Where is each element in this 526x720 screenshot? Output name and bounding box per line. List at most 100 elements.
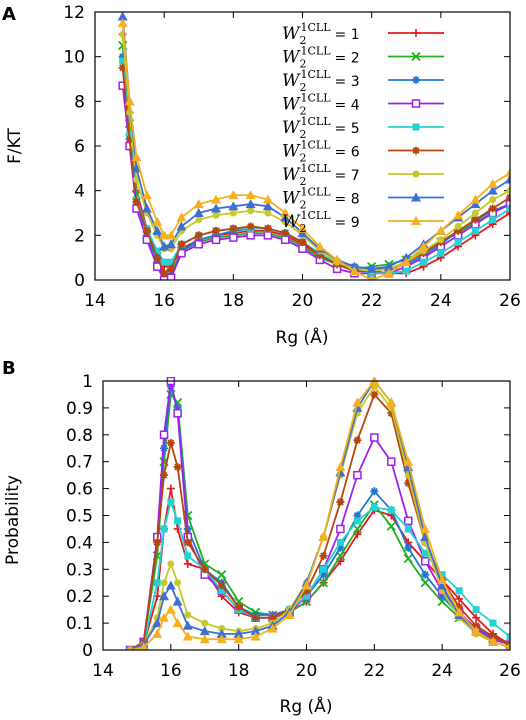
- series-4-point: [229, 233, 238, 242]
- series-5-point: [167, 498, 175, 506]
- series-6-point: [488, 204, 497, 213]
- series-9-point: [193, 199, 204, 209]
- series-5-point: [153, 247, 161, 255]
- series-3-point: [421, 570, 430, 579]
- series-1-point: [455, 594, 464, 603]
- series-7-point: [218, 624, 226, 632]
- series-5-point: [489, 216, 497, 224]
- series-8-point: [159, 591, 170, 601]
- series-5-point: [489, 619, 497, 627]
- series-8-point: [250, 626, 261, 636]
- y-tick-label: 2: [74, 226, 85, 246]
- series-9-point: [131, 152, 142, 162]
- series-6-point: [177, 240, 186, 249]
- y-tick-label: 0.6: [66, 480, 93, 500]
- series-9-point: [401, 257, 412, 267]
- series-8-point: [166, 239, 177, 249]
- series-9-point: [487, 178, 498, 188]
- series-9-point: [349, 266, 360, 276]
- series-6-point: [212, 226, 221, 235]
- series-6-point: [455, 602, 464, 611]
- x-tick-label: 18: [228, 661, 250, 681]
- series-8-point: [131, 163, 142, 173]
- x-tick-label: 14: [92, 661, 114, 681]
- series-4-point: [404, 516, 413, 526]
- legend-label: W21CLL = 3: [282, 68, 360, 94]
- series-4-point: [370, 433, 379, 442]
- series-9-point: [454, 607, 465, 617]
- series-8-point: [383, 261, 394, 271]
- series-7-point: [167, 560, 175, 568]
- series-5-point: [454, 238, 462, 246]
- series-5-point: [387, 506, 395, 514]
- series-9-point: [368, 275, 375, 280]
- series-6-point: [302, 586, 311, 595]
- series-2-point: [217, 570, 227, 580]
- legend-marker: [411, 216, 421, 225]
- series-3-point: [212, 231, 221, 240]
- y-tick-label: 0.2: [66, 587, 93, 607]
- series-2-point: [403, 553, 413, 564]
- series-9-point: [505, 167, 510, 177]
- y-tick-label: 4: [74, 182, 85, 202]
- y-tick-label: 0.4: [66, 533, 93, 553]
- y-tick-label: 0.7: [66, 453, 93, 473]
- series-2-point: [318, 578, 329, 588]
- x-tick-label: 22: [361, 291, 383, 311]
- x-tick-label: 16: [153, 291, 175, 311]
- series-9-point: [314, 241, 325, 251]
- series-7-point: [489, 196, 497, 204]
- series-4-point: [336, 524, 345, 534]
- series-6-point: [454, 226, 463, 235]
- series-6: [118, 63, 510, 278]
- series-8-point: [262, 201, 273, 211]
- legend-label: W21CLL = 5: [282, 115, 360, 141]
- series-4-point: [159, 430, 169, 440]
- series-6-point: [167, 264, 176, 273]
- series-2-point: [420, 578, 430, 588]
- series-5-point: [174, 517, 182, 525]
- series-8-point: [117, 11, 128, 21]
- series-5-point: [506, 633, 510, 641]
- series-7-point: [229, 209, 237, 217]
- series-9-point: [318, 532, 329, 542]
- series-8-point: [216, 628, 227, 638]
- series-9-point: [176, 212, 187, 222]
- series-7-point: [264, 209, 272, 217]
- series-5-point: [153, 579, 161, 587]
- series-6-point: [471, 215, 480, 224]
- series-2-point: [386, 521, 396, 531]
- series-6-point: [160, 471, 169, 480]
- panel-b-xlabel: Rg (Å): [280, 695, 333, 717]
- series-3-point: [404, 543, 413, 552]
- series-9-point: [124, 96, 135, 106]
- series-9-point: [159, 612, 170, 622]
- series-5-point: [404, 525, 412, 533]
- series-5-point: [184, 552, 192, 560]
- x-tick-label: 26: [499, 661, 521, 681]
- series-5-point: [119, 57, 127, 65]
- x-tick-label: 22: [364, 661, 386, 681]
- legend-label: W21CLL = 7: [282, 162, 360, 188]
- y-tick-label: 0: [82, 641, 93, 661]
- y-tick-label: 0.5: [66, 507, 93, 527]
- legend-label: W21CLL = 9: [282, 209, 360, 235]
- series-9: [117, 18, 510, 280]
- series-9-point: [127, 645, 133, 650]
- series-3-point: [194, 235, 203, 244]
- series-6-point: [353, 436, 362, 445]
- legend-label: W21CLL = 1: [282, 21, 360, 47]
- series-9-point: [233, 634, 244, 644]
- series-8-point: [152, 618, 163, 628]
- series-6-point: [173, 463, 182, 472]
- series-9-point: [280, 208, 291, 217]
- series-3-point: [353, 511, 362, 520]
- y-tick-label: 1: [82, 372, 93, 392]
- series-8-point: [487, 185, 498, 195]
- series-5-point: [303, 592, 310, 600]
- series-8-point: [193, 208, 204, 217]
- series-9-point: [386, 397, 397, 407]
- y-tick-label: 12: [63, 3, 85, 23]
